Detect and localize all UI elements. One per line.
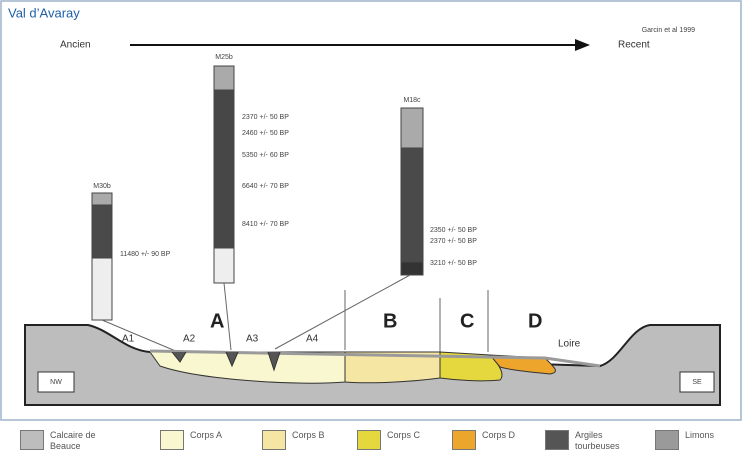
legend-item: Calcaire de Beauce — [20, 430, 108, 452]
core-segment — [91, 257, 113, 321]
legend-label: Argiles tourbeuses — [575, 430, 620, 451]
title: Val d’Avaray — [8, 5, 80, 20]
core-label: M25b — [215, 54, 233, 61]
timeline-start: Ancien — [60, 40, 91, 51]
end-box — [37, 371, 75, 393]
core-segment — [213, 247, 235, 284]
legend-label: Corps C — [387, 430, 421, 440]
subzone-label: A1 — [122, 334, 135, 345]
core-date: 6640 +/- 70 BP — [242, 183, 289, 190]
legend-swatch — [20, 430, 44, 450]
legend-swatch — [452, 430, 476, 450]
core-date: 5350 +/- 60 BP — [242, 152, 289, 159]
legend-item: Argiles tourbeuses — [545, 430, 633, 452]
corps-d — [488, 354, 556, 375]
core-date: 2460 +/- 50 BP — [242, 130, 289, 137]
argiles — [171, 351, 281, 372]
core-date: 3210 +/- 50 BP — [430, 260, 477, 267]
legend-item: Corps D — [452, 430, 540, 450]
river-label: Loire — [558, 339, 581, 350]
core-date: 2370 +/- 50 BP — [242, 114, 289, 121]
legend-label: Corps B — [292, 430, 325, 440]
end-box — [679, 371, 715, 393]
core-date: 2370 +/- 50 BP — [430, 238, 477, 245]
legend-item: Corps C — [357, 430, 445, 450]
core-segment — [400, 147, 424, 263]
subzone-label: A4 — [306, 334, 319, 345]
core-segment — [213, 65, 235, 91]
zone-label: B — [383, 310, 397, 332]
subzone-label: A2 — [183, 334, 196, 345]
core-date: 2350 +/- 50 BP — [430, 227, 477, 234]
zone-label: A — [210, 310, 224, 332]
legend-swatch — [160, 430, 184, 450]
end-label: SE — [692, 379, 702, 386]
core-links — [101, 274, 489, 353]
corps-a — [149, 351, 346, 384]
source: Garcin et al 1999 — [642, 27, 695, 34]
legend-item: Limons — [655, 430, 742, 450]
core-segment — [91, 192, 113, 206]
legend-swatch — [357, 430, 381, 450]
legend-item: Corps A — [160, 430, 248, 450]
timeline-end: Recent — [618, 40, 650, 51]
legend: Calcaire de Beauce Corps A Corps B Corps C C… — [0, 424, 742, 470]
zone-label: D — [528, 310, 542, 332]
core-label: M30b — [93, 183, 111, 190]
arrow-head — [575, 39, 590, 51]
legend-swatch — [262, 430, 286, 450]
legend-label: Corps D — [482, 430, 516, 440]
core-date: 8410 +/- 70 BP — [242, 221, 289, 228]
legend-item: Corps B — [262, 430, 350, 450]
limons — [149, 349, 601, 368]
core-segment — [91, 204, 113, 259]
legend-swatch — [655, 430, 679, 450]
legend-swatch — [545, 430, 569, 450]
core-segment — [213, 89, 235, 249]
end-label: NW — [50, 379, 62, 386]
core-label: M18c — [403, 97, 421, 104]
core-date: 11480 +/- 90 BP — [120, 251, 171, 258]
core-segment — [400, 261, 424, 276]
legend-label: Calcaire de Beauce — [50, 430, 96, 451]
diagram: Val d’Avaray Garcin et al 1999 Ancien Re… — [0, 0, 742, 421]
subzone-label: A3 — [246, 334, 259, 345]
core-segment — [400, 107, 424, 149]
legend-label: Corps A — [190, 430, 223, 440]
zone-label: C — [460, 310, 474, 332]
legend-label: Limons — [685, 430, 715, 440]
